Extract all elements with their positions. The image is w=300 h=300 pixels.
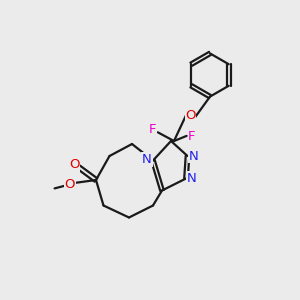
Text: O: O [64, 178, 75, 191]
Text: O: O [69, 158, 80, 171]
Text: O: O [185, 109, 196, 122]
Text: F: F [188, 130, 196, 143]
Text: N: N [189, 149, 198, 163]
Text: N: N [142, 153, 152, 166]
Text: N: N [187, 172, 197, 185]
Text: F: F [149, 123, 156, 136]
